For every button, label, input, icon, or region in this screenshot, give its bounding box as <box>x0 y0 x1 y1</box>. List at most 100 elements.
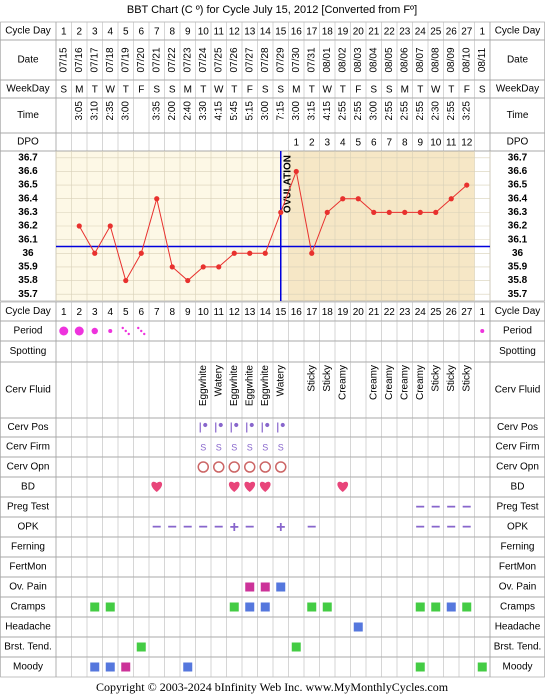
temperature-point <box>371 209 377 215</box>
temperature-point <box>107 223 113 229</box>
temperature-point <box>138 250 144 256</box>
date: 08/08 <box>430 47 441 72</box>
cervical-fluid: Eggwhite <box>260 365 271 407</box>
cervical-position <box>277 422 285 433</box>
cycle-day: 23 <box>399 27 411 38</box>
opk: + <box>230 519 239 536</box>
symptom-square <box>229 602 239 612</box>
y-tick-label: 35.9 <box>18 262 38 273</box>
date: 07/18 <box>105 47 116 72</box>
cervical-fluid: Eggwhite <box>198 365 209 407</box>
dot <box>143 332 146 336</box>
cycle-day: 21 <box>368 307 380 318</box>
time: 2:55 <box>353 101 364 121</box>
bd-heart <box>337 481 349 492</box>
copyright: Copyright © 2003-2024 bInfinity Web Inc.… <box>96 680 449 694</box>
symptom-square <box>121 662 131 672</box>
date: 07/15 <box>58 47 69 72</box>
cervical-opening <box>275 461 287 473</box>
temperature-point <box>278 209 284 215</box>
cycle-day: 15 <box>275 27 287 38</box>
weekday: S <box>277 85 284 96</box>
opk: + <box>276 519 285 536</box>
cycle-day: 8 <box>169 307 175 318</box>
pregnancy-test: − <box>447 499 456 516</box>
weekday: S <box>262 85 269 96</box>
weekday: T <box>448 85 454 96</box>
cycle-day: 11 <box>214 307 225 318</box>
bd-heart <box>151 481 163 492</box>
date: 07/27 <box>244 47 255 72</box>
row-label: Date <box>507 55 529 66</box>
y-tick-label: 36 <box>22 248 34 259</box>
weekday: F <box>464 85 470 96</box>
symptom-square <box>307 602 317 612</box>
time: 7:15 <box>275 101 286 121</box>
row-label: Cycle Day <box>495 306 541 317</box>
symptom-square <box>415 602 425 612</box>
cervical-fluid: Creamy <box>399 365 410 400</box>
row-label: Preg Test <box>496 502 538 513</box>
time: 3:00 <box>120 101 131 121</box>
cycle-day: 27 <box>461 307 473 318</box>
weekday: M <box>184 85 192 96</box>
cervical-fluid: Watery <box>213 365 224 396</box>
date: 08/04 <box>368 47 379 72</box>
temperature-point <box>324 209 330 215</box>
time: 2:35 <box>105 101 116 121</box>
time: 3:10 <box>89 101 100 121</box>
y-tick-label: 36.3 <box>18 207 38 218</box>
cervical-opening <box>244 461 256 473</box>
ovulation-label: OVULATION <box>282 155 293 213</box>
weekday: S <box>153 85 160 96</box>
weekday: W <box>431 85 441 96</box>
y-tick-label: 35.7 <box>508 289 528 300</box>
date: 07/26 <box>229 47 240 72</box>
opk: − <box>431 519 440 536</box>
weekday: T <box>200 85 206 96</box>
y-tick-label: 36.3 <box>508 207 528 218</box>
bd-heart <box>244 481 256 492</box>
dot <box>121 326 124 330</box>
cervical-position <box>199 422 208 433</box>
cervical-fluid: Eggwhite <box>229 365 240 407</box>
cervical-fluid: Sticky <box>322 365 333 392</box>
chart-title: BBT Chart (C º) for Cycle July 15, 2012 … <box>127 4 417 16</box>
bd-heart <box>228 481 240 492</box>
y-tick-label: 36.1 <box>508 234 528 245</box>
cycle-day: 22 <box>384 27 396 38</box>
y-tick-label: 36.2 <box>18 221 38 232</box>
weekday: T <box>231 85 237 96</box>
cycle-day: 17 <box>306 27 318 38</box>
cervical-opening <box>197 461 209 473</box>
date: 08/06 <box>399 47 410 72</box>
symptom-square <box>446 602 456 612</box>
cervical-position <box>215 422 223 433</box>
temperature-point <box>231 250 237 256</box>
cervical-opening <box>213 461 225 473</box>
date: 07/21 <box>151 47 162 72</box>
row-label: FertMon <box>9 562 46 573</box>
symptom-square <box>353 622 363 632</box>
dpo: 6 <box>371 138 377 149</box>
temperature-point <box>76 223 82 229</box>
dpo: 5 <box>355 138 361 149</box>
cervical-fluid: Creamy <box>384 365 395 400</box>
date: 07/24 <box>198 47 209 72</box>
symptom-square <box>477 662 487 672</box>
dpo: 7 <box>386 138 392 149</box>
time: 5:15 <box>244 101 255 121</box>
dot <box>124 329 127 333</box>
symptom-square <box>105 662 115 672</box>
dpo: 11 <box>446 138 457 149</box>
weekday: W <box>323 85 333 96</box>
symptom-square <box>431 602 441 612</box>
cervical-fluid: Sticky <box>461 365 472 392</box>
row-label: Cerv Firm <box>6 442 50 453</box>
weekday: S <box>370 85 377 96</box>
cycle-day: 27 <box>461 27 473 38</box>
cycle-day: 3 <box>92 27 98 38</box>
y-tick-label: 36.7 <box>18 152 38 163</box>
time: 2:55 <box>337 101 348 121</box>
cycle-day: 16 <box>291 307 303 318</box>
